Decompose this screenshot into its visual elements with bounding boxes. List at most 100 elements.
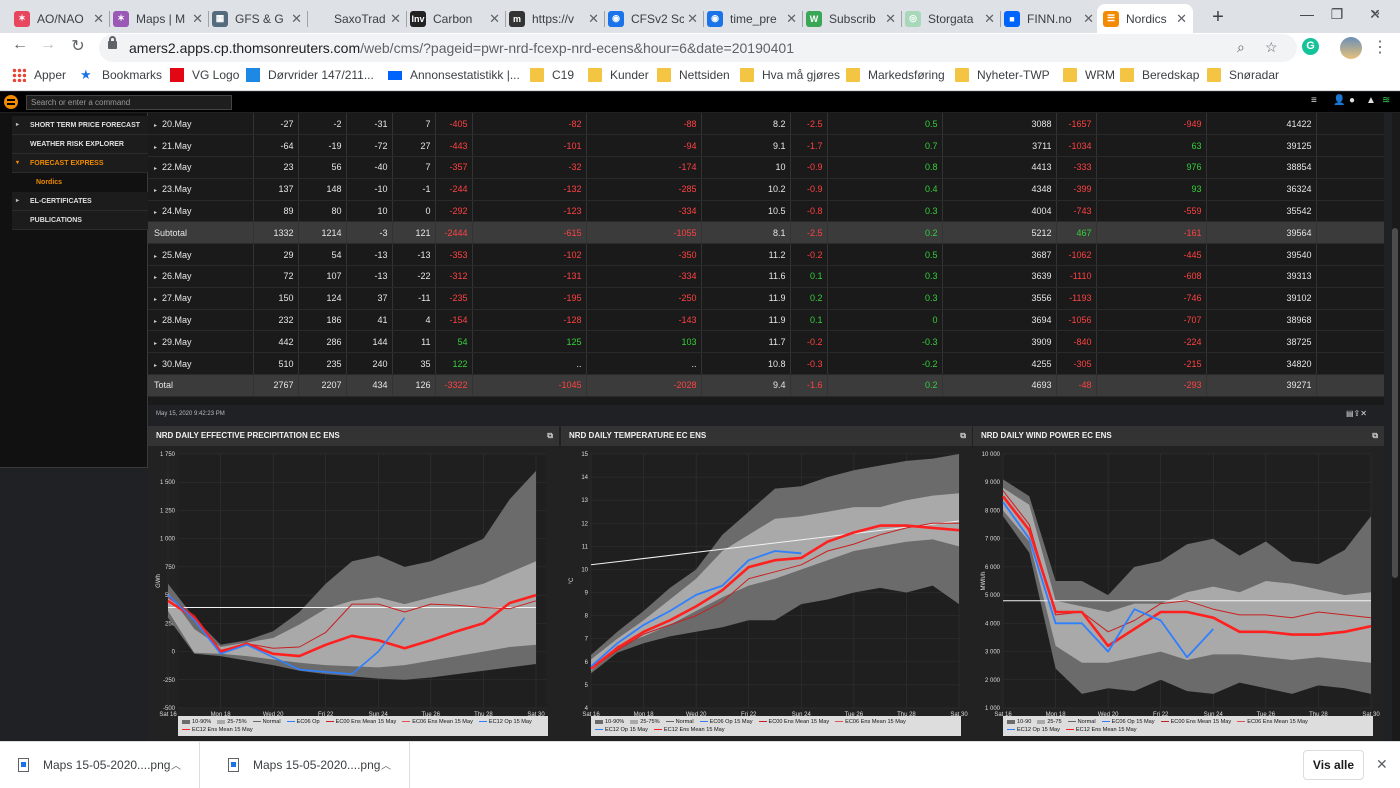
browser-tab[interactable]: ☰ Nordics ✕ xyxy=(1097,4,1193,33)
browser-tab[interactable]: ◉ CFSv2 Sc ✕ xyxy=(602,4,704,33)
back-icon[interactable]: ← xyxy=(12,36,28,53)
bookmark-item[interactable]: Dørvrider 147/211... xyxy=(246,68,374,82)
scrollbar-thumb[interactable] xyxy=(1392,228,1398,578)
legend-item[interactable]: Normal xyxy=(665,718,694,726)
address-bar[interactable]: amers2.apps.cp.thomsonreuters.com/web/cm… xyxy=(99,34,1297,62)
bookmark-item[interactable]: ★ Bookmarks xyxy=(80,68,162,83)
tab-close-icon[interactable]: ✕ xyxy=(588,10,599,26)
legend-item[interactable]: 10-90% xyxy=(182,718,211,726)
tab-close-icon[interactable]: ✕ xyxy=(390,10,401,26)
tab-close-icon[interactable]: ✕ xyxy=(786,10,797,26)
tab-close-icon[interactable]: ✕ xyxy=(687,10,698,26)
bookmark-item[interactable]: VG Logo xyxy=(170,68,239,82)
bookmark-item[interactable]: Hva må gjøres xyxy=(740,68,840,82)
command-search-input[interactable]: Search or enter a command xyxy=(26,95,232,110)
table-row[interactable]: ▸ 29.May 442 286 144 11 54 125 103 11.7 -0.2 -0.3 39… xyxy=(148,330,1384,354)
bookmark-item[interactable]: Kunder xyxy=(588,68,649,82)
bookmark-item[interactable]: Markedsføring xyxy=(846,68,945,82)
legend-item[interactable]: EC12 Ens Mean 15 May xyxy=(1065,726,1137,734)
table-row[interactable]: ▸ 30.May 510 235 240 35 122.... 10.8 -0.3 -0.2 425… xyxy=(148,352,1384,376)
table-row[interactable]: ▸ 23.May 137 148 -10 -1 -244 -132 -285 10.2 -0.9 0.… xyxy=(148,178,1384,201)
browser-tab[interactable]: ■ FINN.no ✕ xyxy=(998,4,1100,33)
download-item[interactable]: Maps 15-05-2020....png ︿ xyxy=(0,742,200,788)
legend-item[interactable]: EC00 Ens Mean 15 May xyxy=(758,718,829,726)
tab-close-icon[interactable]: ✕ xyxy=(93,10,104,26)
notification-bell-icon[interactable]: ▲ xyxy=(1366,95,1376,106)
chat-icon[interactable]: ● xyxy=(1349,95,1356,106)
sidebar-item[interactable]: ▸ EL-CERTIFICATES xyxy=(12,192,148,211)
legend-item[interactable]: EC06 Ens Mean 15 May xyxy=(1237,718,1308,726)
chrome-menu-icon[interactable]: ⋮ xyxy=(1372,39,1388,56)
chevron-up-icon[interactable]: ︿ xyxy=(381,761,391,772)
legend-item[interactable]: EC12 Op 15 May xyxy=(1007,726,1060,734)
expand-row-icon[interactable]: ▸ xyxy=(154,166,158,173)
tab-close-icon[interactable]: ✕ xyxy=(885,10,896,26)
expand-icon[interactable]: ⧉ xyxy=(1372,431,1378,440)
forward-icon[interactable]: → xyxy=(40,36,56,53)
browser-tab[interactable]: ✶ AO/NAO ✕ xyxy=(8,4,110,33)
tab-close-icon[interactable]: ✕ xyxy=(1176,10,1187,26)
expand-row-icon[interactable]: ▸ xyxy=(154,275,158,282)
bookmark-item[interactable]: Nyheter-TWP xyxy=(955,68,1050,82)
sidebar-subitem-nordics[interactable]: Nordics xyxy=(36,179,63,186)
legend-item[interactable]: 25-75% xyxy=(630,718,660,726)
export-icons[interactable]: ▤⇪✕ xyxy=(1346,409,1367,418)
legend-item[interactable]: Normal xyxy=(1067,718,1096,726)
table-row[interactable]: ▸ 27.May 150 124 37 -11 -235 -195 -250 11.9 0.2 0.3… xyxy=(148,287,1384,310)
legend-item[interactable]: EC06 Op 15 May xyxy=(699,718,753,726)
expand-icon[interactable]: ⧉ xyxy=(547,431,553,440)
browser-tab[interactable]: W Subscrib ✕ xyxy=(800,4,902,33)
bookmark-item[interactable]: Beredskap xyxy=(1120,68,1199,82)
browser-tab[interactable]: ◉ time_pre ✕ xyxy=(701,4,803,33)
legend-item[interactable]: EC00 Ens Mean 15 May xyxy=(325,718,396,726)
legend-item[interactable]: EC06 Ens Mean 15 May xyxy=(835,718,906,726)
bookmark-star-icon[interactable]: ☆ xyxy=(1265,39,1278,55)
expand-row-icon[interactable]: ▸ xyxy=(154,319,158,326)
table-row[interactable]: ▸ 20.May -27 -2 -31 7 -405 -82 -88 8.2 -2.5 0.5 3088… xyxy=(148,113,1384,136)
bookmark-item[interactable]: Snøradar xyxy=(1207,68,1279,82)
page-scrollbar[interactable] xyxy=(1392,113,1400,741)
legend-item[interactable]: EC06 Op xyxy=(286,718,320,726)
browser-tab[interactable]: SaxoTrad ✕ xyxy=(305,4,407,33)
expand-row-icon[interactable]: ▸ xyxy=(154,253,158,260)
bookmark-item[interactable]: C19 xyxy=(530,68,574,82)
zoom-search-icon[interactable]: ⌕ xyxy=(1237,39,1245,55)
table-row[interactable]: ▸ 25.May 29 54 -13 -13 -353 -102 -350 11.2 -0.2 0.5… xyxy=(148,243,1384,267)
tab-close-icon[interactable]: ✕ xyxy=(1083,10,1094,26)
expand-row-icon[interactable]: ▸ xyxy=(154,188,158,195)
reload-icon[interactable]: ↻ xyxy=(71,38,85,55)
table-row[interactable]: ▸ 28.May 232 186 41 4 -154 -128 -143 11.9 0.1 0 3694… xyxy=(148,309,1384,332)
close-downloads-icon[interactable]: ✕ xyxy=(1376,756,1388,772)
legend-item[interactable]: EC06 Ens Mean 15 May xyxy=(402,718,473,726)
browser-tab[interactable]: Inv Carbon ✕ xyxy=(404,4,506,33)
more-bookmarks-icon[interactable]: » xyxy=(1372,4,1380,20)
legend-item[interactable]: EC12 Op 15 May xyxy=(595,726,648,734)
sidebar-item[interactable]: ▾ FORECAST EXPRESS xyxy=(12,154,148,173)
table-row[interactable]: ▸ 22.May 23 56 -40 7 -357 -32 -174 10 -0.9 0.8 4413-… xyxy=(148,156,1384,179)
legend-item[interactable]: 25-75 xyxy=(1037,718,1062,726)
legend-item[interactable]: EC06 Op 15 May xyxy=(1101,718,1155,726)
chevron-up-icon[interactable]: ︿ xyxy=(171,761,181,772)
legend-item[interactable]: EC00 Ens Mean 15 May xyxy=(1160,718,1231,726)
menu-icon[interactable]: ≡ xyxy=(1311,95,1317,106)
legend-item[interactable]: Normal xyxy=(252,718,281,726)
legend-item[interactable]: 10-90% xyxy=(595,718,624,726)
show-all-downloads-button[interactable]: Vis alle xyxy=(1303,750,1364,780)
expand-row-icon[interactable]: ▸ xyxy=(154,210,158,217)
profile-avatar[interactable] xyxy=(1340,37,1362,59)
sidebar-item[interactable]: WEATHER RISK EXPLORER xyxy=(12,135,148,154)
expand-row-icon[interactable]: ▸ xyxy=(154,362,158,369)
tab-close-icon[interactable]: ✕ xyxy=(192,10,203,26)
expand-row-icon[interactable]: ▸ xyxy=(154,122,158,129)
new-tab-button[interactable]: + xyxy=(1212,6,1224,28)
bookmark-item[interactable]: Nettsiden xyxy=(657,68,730,82)
table-row[interactable]: ▸ 26.May 72 107 -13 -22 -312 -131 -334 11.6 0.1 0.3… xyxy=(148,265,1384,288)
sidebar-item[interactable]: PUBLICATIONS xyxy=(12,211,148,230)
browser-tab[interactable]: ✶ Maps | M ✕ xyxy=(107,4,209,33)
bookmark-item[interactable]: Annonsestatistikk |... xyxy=(388,68,520,82)
tab-close-icon[interactable]: ✕ xyxy=(489,10,500,26)
legend-item[interactable]: EC12 Ens Mean 15 May xyxy=(653,726,725,734)
legend-item[interactable]: EC12 Ens Mean 15 May xyxy=(182,726,253,734)
minimize-icon[interactable]: — xyxy=(1300,6,1314,22)
grammarly-extension-icon[interactable]: G xyxy=(1302,38,1319,55)
